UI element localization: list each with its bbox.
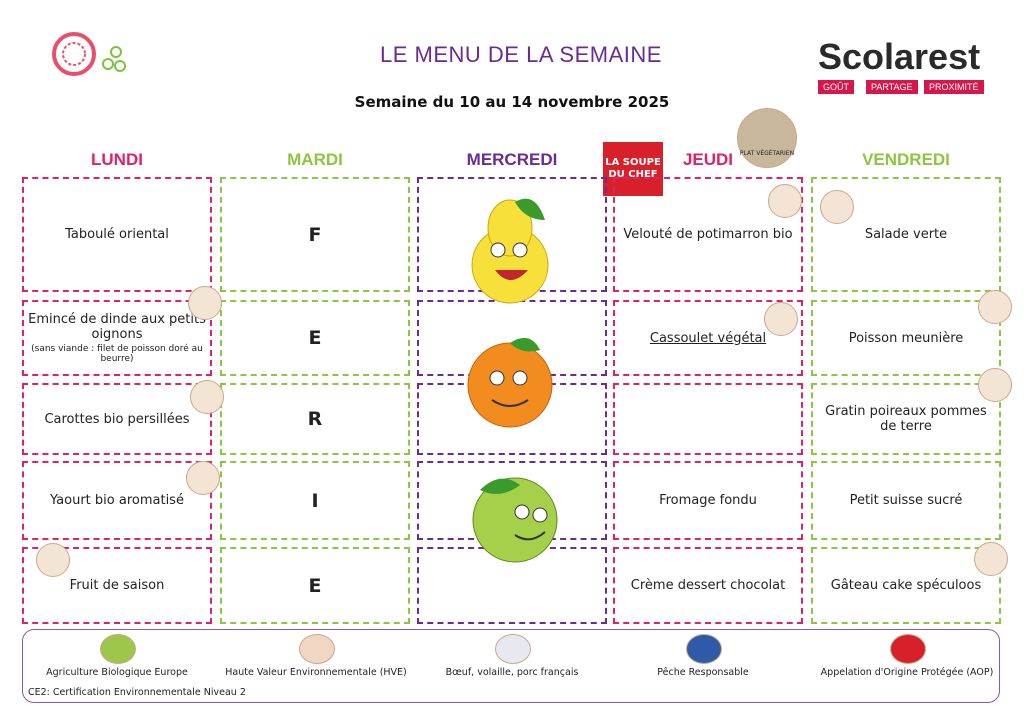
dish: R (307, 408, 323, 430)
dish: E (308, 574, 322, 597)
legend-label: Agriculture Biologique Europe (46, 667, 188, 678)
dish: Fromage fondu (659, 493, 757, 508)
menu-cell: E (220, 547, 410, 624)
label-badge (768, 184, 802, 218)
legend-label: Pêche Responsable (657, 667, 749, 678)
dish: Fruit de saison (69, 578, 165, 593)
dish: Crème dessert chocolat (630, 578, 786, 593)
menu-cell: Yaourt bio aromatisé (22, 461, 212, 540)
menu-cell: Cassoulet végétal (613, 300, 803, 376)
menu-cell: Gâteau cake spéculoos (811, 547, 1001, 624)
dish: Emincé de dinde aux petits oignons (28, 312, 206, 342)
dish: I (311, 489, 319, 512)
dish: E (308, 327, 322, 349)
brand: Scolarest (818, 36, 981, 77)
menu-cell: F (220, 177, 410, 292)
menu-cell: Salade verte (811, 177, 1001, 292)
legend-icon (890, 634, 926, 664)
label-badge (36, 543, 70, 577)
legend-label: Haute Valeur Environnementale (HVE) (225, 667, 407, 678)
dish: Gâteau cake spéculoos (830, 578, 982, 593)
dish: Velouté de potimarron bio (623, 227, 793, 242)
label-badge (974, 542, 1008, 576)
day-heading: MERCREDI (466, 150, 558, 169)
title: LE MENU DE LA SEMAINE (380, 42, 662, 67)
dish: Gratin poireaux pommes de terre (825, 404, 987, 434)
menu-cell: R (220, 383, 410, 455)
tagline: PROXIMITÉ (924, 80, 984, 94)
veg-badge: PLAT VÉGÉTARIEN (737, 108, 797, 168)
label-badge (188, 286, 222, 320)
footnote: CE2: Certification Environnementale Nive… (28, 687, 246, 698)
legend-box (22, 629, 1000, 703)
menu-cell: Emincé de dinde aux petits oignons (sans … (22, 300, 212, 376)
subtitle: Semaine du 10 au 14 novembre 2025 (354, 93, 670, 111)
dish-note: (sans viande : filet de poisson doré au … (31, 344, 203, 364)
label-badge (190, 380, 224, 414)
menu-cell: E (220, 300, 410, 376)
dish: Taboulé oriental (65, 227, 169, 242)
label-badge (978, 290, 1012, 324)
day-heading: JEUDI (682, 150, 734, 169)
label-badge (186, 461, 220, 495)
dish: Poisson meunière (848, 330, 964, 346)
menu-cell: Taboulé oriental (22, 177, 212, 292)
legend-icon (495, 634, 531, 664)
menu-cell: Fruit de saison (22, 547, 212, 624)
day-heading: MARDI (287, 150, 343, 169)
label-badge (978, 368, 1012, 402)
tagline: GOÛT (818, 80, 854, 94)
day-heading: VENDREDI (862, 150, 950, 169)
legend-label: Appelation d'Origine Protégée (AOP) (820, 667, 994, 678)
menu-cell: I (220, 461, 410, 540)
day-heading: LUNDI (91, 150, 143, 169)
logo-icon (52, 32, 126, 76)
dish: Carottes bio persillées (44, 411, 190, 427)
dish: Cassoulet végétal (649, 330, 767, 346)
dish: Petit suisse sucré (849, 493, 963, 508)
dish: Yaourt bio aromatisé (50, 493, 184, 508)
menu-cell: Petit suisse sucré (811, 461, 1001, 540)
menu-cell: Fromage fondu (613, 461, 803, 540)
legend-icon (100, 634, 136, 664)
legend-label: Bœuf, volaille, porc français (445, 667, 579, 678)
label-badge (764, 302, 798, 336)
legend-icon (686, 634, 722, 664)
menu-cell: Carottes bio persillées (22, 383, 212, 455)
dish: Salade verte (864, 227, 948, 242)
menu-cell: Crème dessert chocolat (613, 547, 803, 624)
label-badge (820, 190, 854, 224)
menu-cell: Velouté de potimarron bio (613, 177, 803, 292)
tagline: PARTAGE (866, 80, 918, 94)
dish: F (308, 223, 322, 246)
legend-icon (299, 634, 335, 664)
menu-cell (613, 383, 803, 455)
menu-cell: Gratin poireaux pommes de terre (811, 383, 1001, 455)
menu-cell: Poisson meunière (811, 300, 1001, 376)
fruit-illustrations (467, 198, 558, 563)
